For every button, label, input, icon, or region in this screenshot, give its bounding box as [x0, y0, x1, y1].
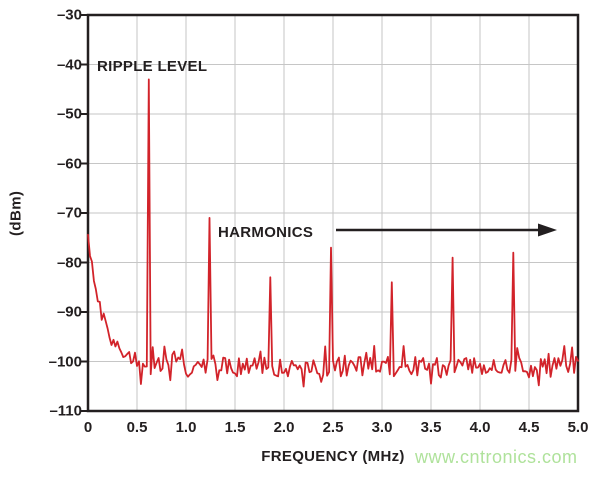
y-tick-label: –90	[56, 303, 82, 321]
x-tick-label: 4.5	[518, 419, 540, 436]
x-axis-title: FREQUENCY (MHz)	[261, 448, 405, 465]
x-tick-label: 0	[83, 419, 93, 436]
y-tick-label: –80	[56, 254, 82, 271]
y-tick-label: –70	[56, 204, 82, 222]
x-tick-label: 1.0	[175, 419, 197, 436]
x-tick-label: 1.5	[224, 419, 246, 436]
ripple-level-annotation: RIPPLE LEVEL	[97, 58, 208, 75]
x-tick-label: 3.0	[371, 419, 393, 436]
watermark-text: www.cntronics.com	[415, 447, 578, 467]
harmonics-arrow-head	[538, 223, 557, 237]
harmonics-annotation: HARMONICS	[218, 224, 314, 241]
x-tick-label: 2.0	[273, 419, 295, 436]
y-tick-label: –100	[48, 353, 82, 370]
x-tick-label: 5.0	[567, 419, 589, 436]
y-tick-label: –60	[56, 155, 82, 172]
y-tick-label: –50	[56, 105, 82, 123]
y-axis-title: (dBm)	[7, 190, 25, 236]
x-tick-label: 0.5	[126, 419, 148, 436]
x-tick-label: 3.5	[420, 419, 442, 436]
x-tick-label: 2.5	[322, 419, 344, 436]
y-tick-label: –40	[56, 56, 82, 73]
y-tick-label: –30	[56, 6, 82, 24]
spectrum-trace	[87, 78, 579, 388]
y-tick-label: –110	[49, 402, 82, 420]
x-tick-label: 4.0	[469, 419, 491, 436]
